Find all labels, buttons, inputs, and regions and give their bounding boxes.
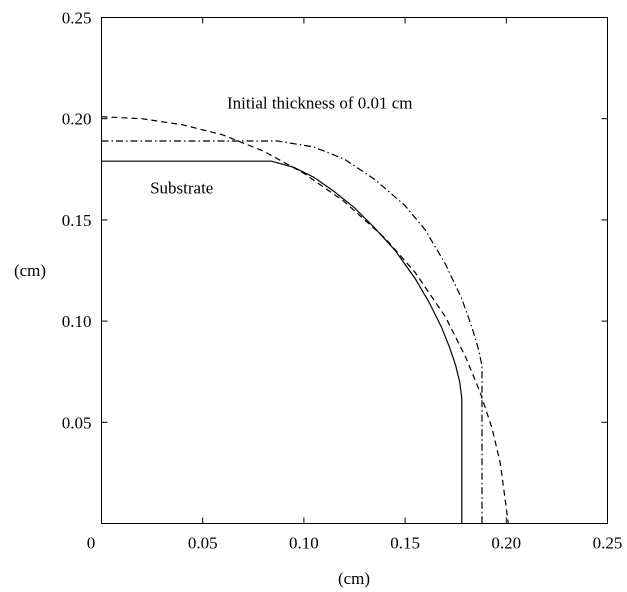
x-ticks: 0 0.05 0.10 0.15 0.20 0.25 [87, 17, 623, 553]
series-line-dash-dot [101, 140, 483, 524]
x-tick-label: 0 [87, 534, 96, 553]
x-tick-label: 0.05 [188, 534, 218, 553]
x-tick-label: 0.10 [289, 534, 319, 553]
series-line-dashed [101, 116, 509, 524]
plot-area-frame [101, 17, 608, 524]
y-tick-label: 0.05 [62, 413, 92, 432]
x-axis-label: (cm) [338, 569, 370, 588]
annotation-label: Substrate [150, 179, 213, 198]
y-tick-label: 0.10 [62, 312, 92, 331]
y-tick-label: 0.25 [62, 9, 92, 28]
x-tick-label: 0.25 [593, 534, 623, 553]
annotation-layer: Initial thickness of 0.01 cm Substrate [150, 94, 412, 198]
series-layer [101, 116, 509, 524]
y-tick-label: 0.20 [62, 110, 92, 129]
y-axis-label: (cm) [14, 261, 46, 280]
x-tick-label: 0.15 [390, 534, 420, 553]
series-line-solid [101, 160, 463, 524]
annotation-label: Initial thickness of 0.01 cm [227, 94, 413, 113]
y-ticks: 0.05 0.10 0.15 0.20 0.25 [62, 9, 608, 432]
y-tick-label: 0.15 [62, 211, 92, 230]
x-tick-label: 0.20 [491, 534, 521, 553]
